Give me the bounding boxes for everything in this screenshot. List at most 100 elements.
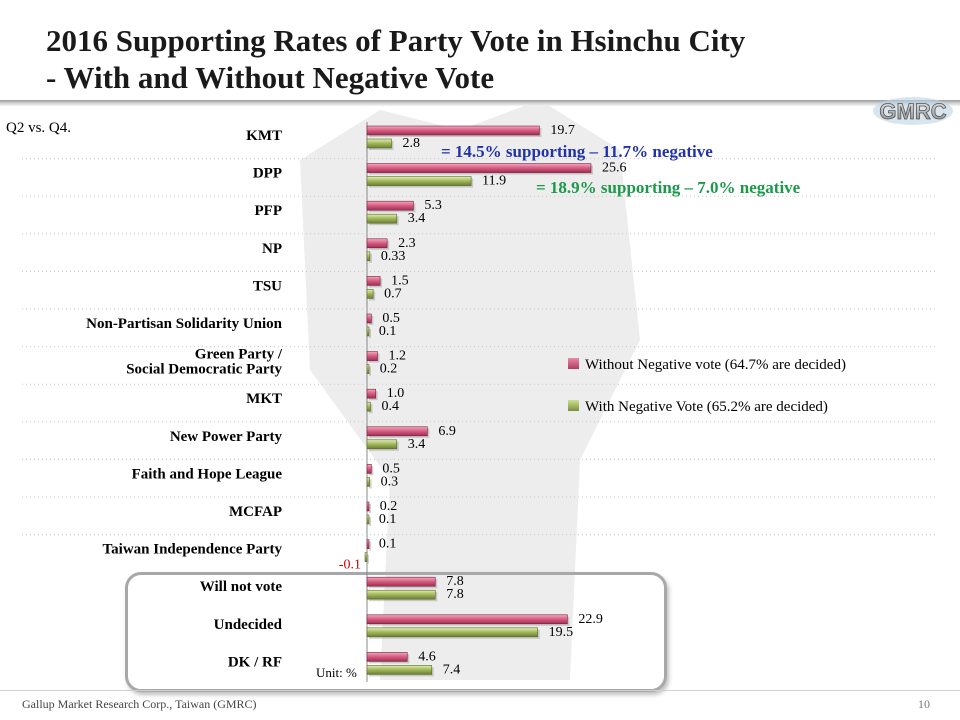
bar-with-negative-np (366, 251, 371, 262)
bar-with-negative-green-party-social-democratic-party (366, 364, 370, 374)
data-label-with-negative-will-not-vote: 7.8 (446, 587, 464, 602)
bar-with-negative-non-partisan-solidarity-union (366, 326, 370, 337)
bar-shadow (369, 517, 371, 526)
bar-shadow (369, 329, 371, 338)
footer-divider (0, 690, 960, 691)
bar-with-negative-pfp (366, 213, 398, 224)
data-label-without-negative-dk-rf: 4.6 (418, 649, 436, 664)
unit-label: Unit: % (316, 665, 357, 680)
data-label-with-negative-mcfap: 0.1 (379, 512, 397, 527)
bar-with-negative-tsu (366, 289, 374, 299)
bar-with-negative-dk-rf (366, 665, 433, 675)
legend-item-without-negative: Without Negative vote (64.7% are decided… (568, 357, 846, 374)
bar-with-negative-new-power-party (366, 439, 398, 450)
legend-swatch-without-negative (568, 358, 579, 369)
data-label-without-negative-new-power-party: 6.9 (438, 424, 456, 439)
data-label-with-negative-mkt: 0.4 (382, 399, 400, 414)
bar-with-negative-taiwan-independence-party (364, 552, 368, 562)
bar-shadow (369, 479, 372, 489)
bar-without-negative-faith-and-hope-league (366, 464, 372, 474)
page-number: 10 (918, 697, 930, 711)
bar-without-negative-kmt (366, 125, 540, 136)
bar-without-negative-np (366, 238, 388, 249)
category-label-non-partisan-solidarity-union: Non-Partisan Solidarity Union (86, 316, 283, 332)
data-label-with-negative-green-party-social-democratic-party: 0.2 (380, 362, 398, 377)
bar-shadow (367, 554, 369, 564)
legend-swatch-with-negative (568, 400, 579, 411)
title-line-2: - With and Without Negative Vote (46, 60, 495, 95)
legend-item-with-negative: With Negative Vote (65.2% are decided) (568, 399, 828, 416)
bar-without-negative-green-party-social-democratic-party (366, 351, 378, 361)
data-label-without-negative-undecided: 22.9 (578, 612, 603, 627)
data-label-without-negative-kmt: 19.7 (550, 123, 575, 138)
category-label-taiwan-independence-party: Taiwan Independence Party (103, 542, 283, 558)
category-label-mcfap: MCFAP (229, 504, 282, 520)
bar-shadow (369, 541, 371, 551)
bar-without-negative-new-power-party (366, 426, 428, 437)
bar-with-negative-mcfap (366, 514, 370, 525)
data-label-without-negative-dpp: 25.6 (602, 161, 627, 176)
bar-without-negative-pfp (366, 200, 414, 211)
category-label-tsu: TSU (253, 278, 282, 294)
bar-without-negative-non-partisan-solidarity-union (366, 313, 372, 324)
data-label-without-negative-faith-and-hope-league: 0.5 (382, 461, 400, 476)
category-label-new-power-party: New Power Party (170, 429, 283, 445)
data-label-without-negative-tsu: 1.5 (391, 273, 409, 288)
bar-with-negative-undecided (366, 627, 538, 638)
bar-shadow (369, 504, 371, 513)
category-label-pfp: PFP (255, 203, 283, 219)
data-label-with-negative-non-partisan-solidarity-union: 0.1 (379, 324, 397, 339)
legend-label-with-negative: With Negative Vote (65.2% are decided) (585, 399, 828, 415)
legend-label-without-negative: Without Negative vote (64.7% are decided… (585, 357, 846, 373)
category-label-mkt: MKT (246, 391, 282, 407)
data-label-with-negative-taiwan-independence-party: -0.1 (339, 558, 361, 573)
page-title: 2016 Supporting Rates of Party Vote in H… (46, 22, 906, 96)
category-label-kmt: KMT (246, 128, 282, 144)
data-label-without-negative-np: 2.3 (398, 236, 416, 251)
bar-without-negative-mkt (366, 388, 377, 399)
data-label-with-negative-faith-and-hope-league: 0.3 (381, 474, 399, 489)
data-label-with-negative-dpp: 11.9 (482, 174, 506, 189)
bar-with-negative-kmt (366, 138, 392, 149)
data-label-with-negative-tsu: 0.7 (384, 286, 402, 301)
svg-text:GMRC: GMRC (879, 99, 946, 124)
bar-without-negative-dk-rf (366, 652, 408, 662)
bar-with-negative-faith-and-hope-league (366, 477, 370, 487)
data-label-without-negative-taiwan-independence-party: 0.1 (379, 537, 397, 552)
dpp-annotation: = 18.9% supporting – 7.0% negative (536, 178, 801, 197)
category-label-np: NP (262, 241, 282, 257)
data-label-with-negative-undecided: 19.5 (549, 625, 574, 640)
data-label-without-negative-mcfap: 0.2 (380, 499, 398, 514)
category-label-dk-rf: DK / RF (228, 654, 282, 670)
data-label-without-negative-non-partisan-solidarity-union: 0.5 (382, 311, 400, 326)
title-line-1: 2016 Supporting Rates of Party Vote in H… (46, 23, 746, 58)
data-label-without-negative-green-party-social-democratic-party: 1.2 (389, 349, 407, 364)
bar-without-negative-mcfap (366, 501, 370, 512)
bar-without-negative-tsu (366, 276, 381, 286)
bar-without-negative-undecided (366, 614, 568, 625)
bar-without-negative-taiwan-independence-party (366, 539, 370, 549)
gmrc-logo: GMRC (873, 97, 953, 125)
bar-without-negative-will-not-vote (366, 576, 436, 587)
bar-with-negative-will-not-vote (366, 589, 436, 600)
data-label-without-negative-pfp: 5.3 (424, 198, 442, 213)
bar-shadow (369, 366, 371, 376)
question-label: Q2 vs. Q4. (6, 120, 72, 136)
bar-without-negative-dpp (366, 163, 592, 173)
data-label-without-negative-mkt: 1.0 (387, 386, 405, 401)
data-label-without-negative-will-not-vote: 7.8 (446, 574, 464, 589)
bar-with-negative-dpp (366, 176, 472, 186)
category-label-green-party-social-democratic-party: Green Party / Social Democratic Party (126, 347, 283, 378)
data-label-with-negative-new-power-party: 3.4 (408, 437, 426, 452)
kmt-annotation: = 14.5% supporting – 11.7% negative (441, 142, 713, 161)
data-label-with-negative-pfp: 3.4 (408, 211, 426, 226)
category-label-undecided: Undecided (214, 617, 283, 633)
data-label-with-negative-dk-rf: 7.4 (443, 662, 461, 677)
category-label-faith-and-hope-league: Faith and Hope League (132, 466, 283, 482)
title-divider (0, 100, 960, 106)
category-label-dpp: DPP (253, 166, 282, 182)
bar-with-negative-mkt (366, 401, 371, 412)
bar-shadow (369, 253, 372, 263)
data-label-with-negative-np: 0.33 (381, 249, 406, 264)
